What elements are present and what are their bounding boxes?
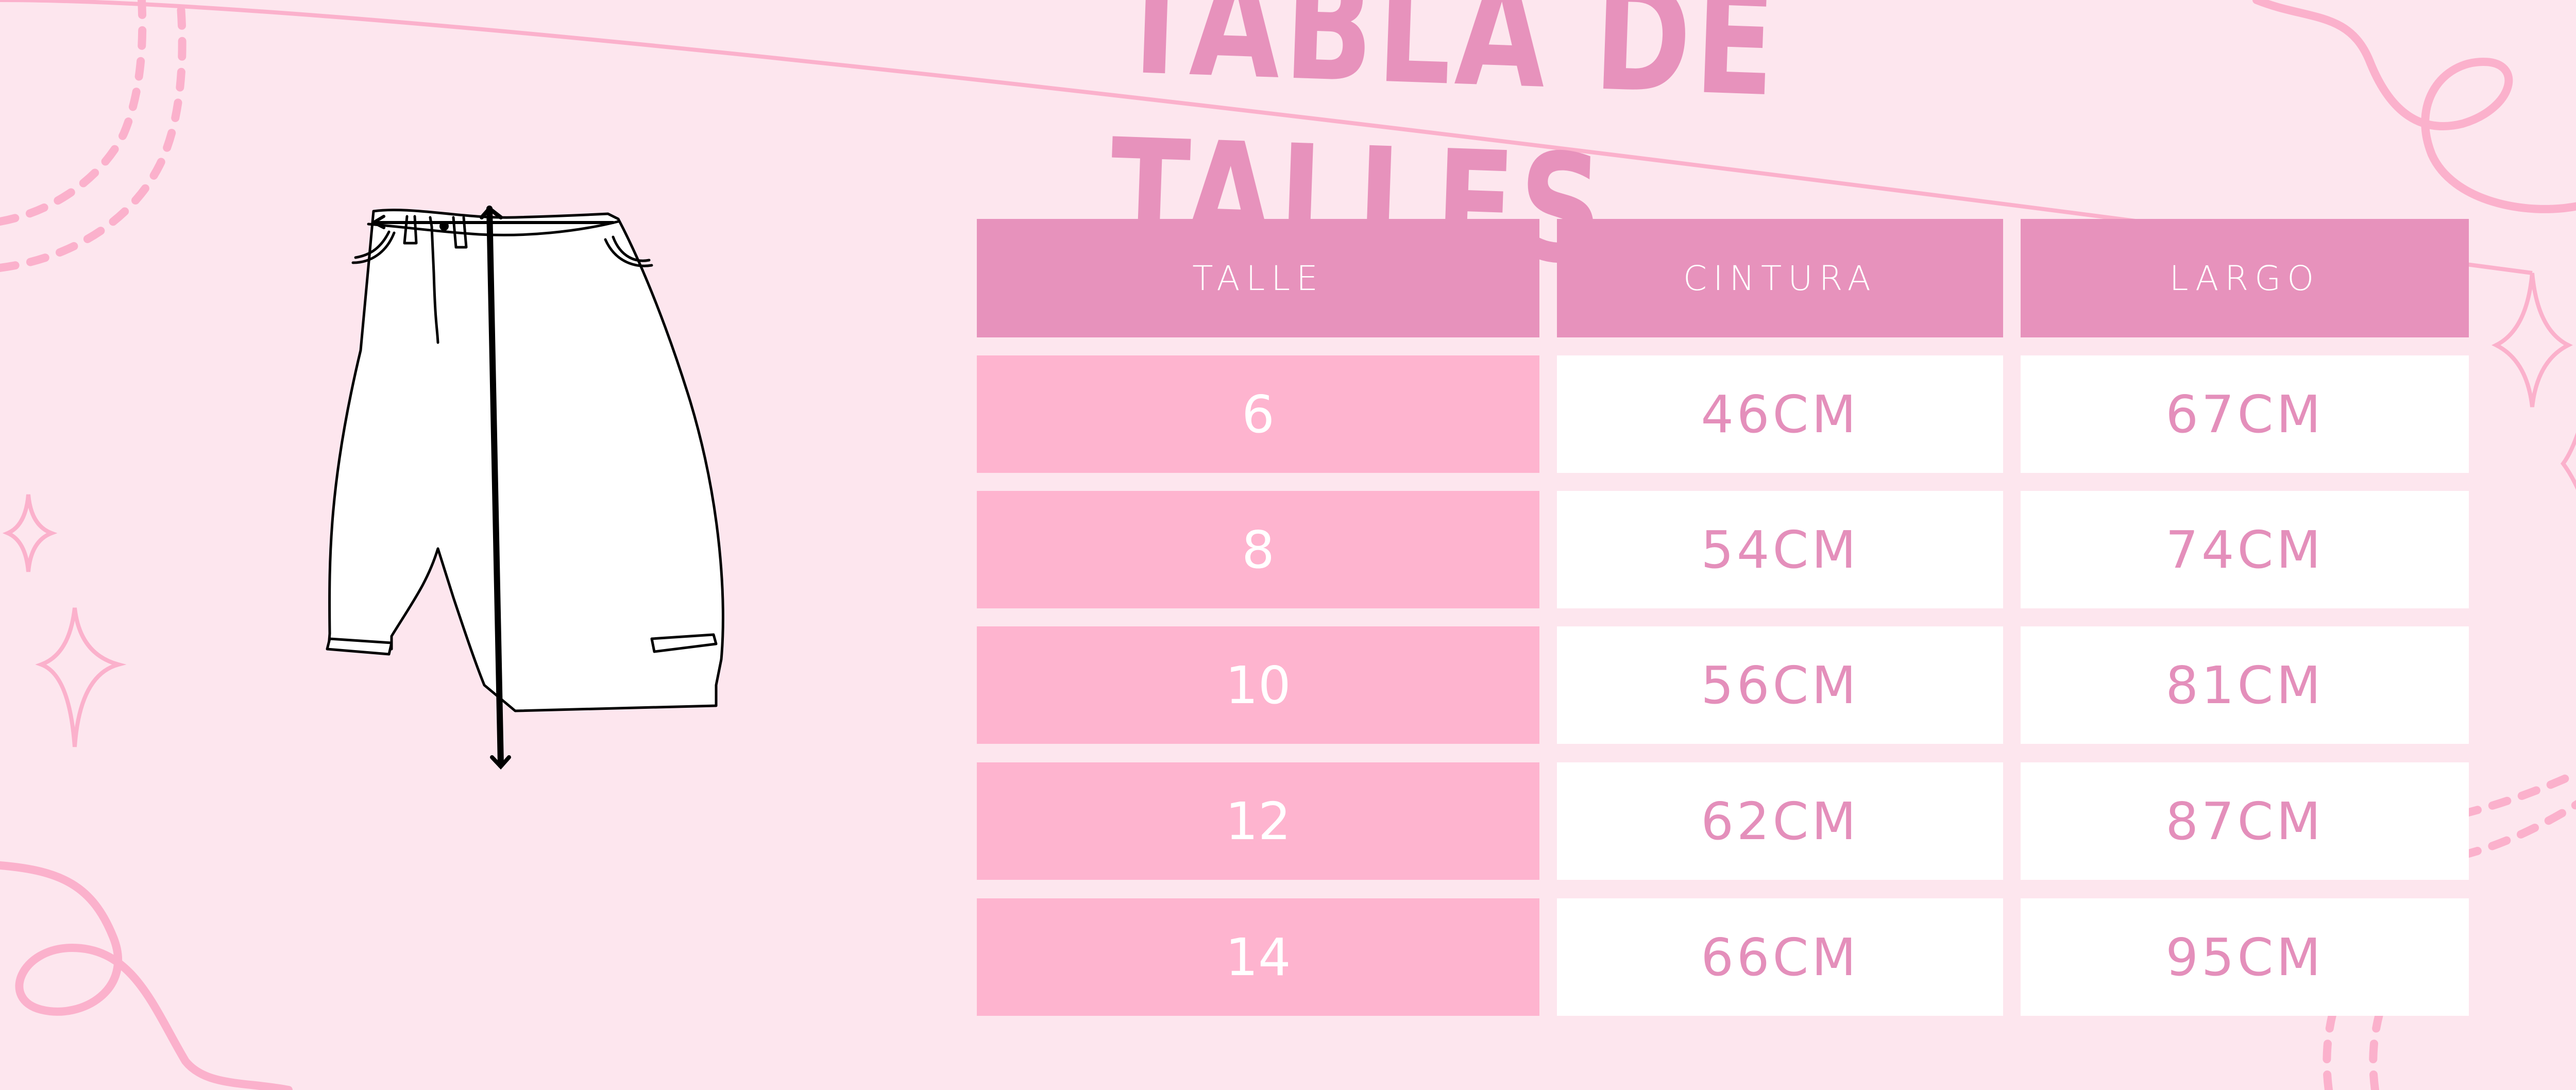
size-cell: 10	[977, 626, 1539, 744]
size-cell: 14	[977, 898, 1539, 1016]
swirl-decoration	[0, 861, 293, 1090]
page-title: TABLA DE TALLES	[1107, 0, 1782, 298]
waist-cell: 66CM	[1557, 898, 2003, 1016]
header-largo: LARGO	[2021, 219, 2469, 337]
waist-cell: 54CM	[1557, 491, 2003, 608]
dashed-arc-decoration	[0, 0, 147, 226]
sparkle-icon	[2, 494, 58, 572]
size-cell: 8	[977, 491, 1539, 608]
size-cell: 12	[977, 762, 1539, 880]
waist-cell: 56CM	[1557, 626, 2003, 744]
sparkle-icon	[0, 0, 2573, 407]
length-cell: 87CM	[2021, 762, 2469, 880]
length-cell: 81CM	[2021, 626, 2469, 744]
length-measure-arrow	[486, 206, 504, 768]
length-cell: 95CM	[2021, 898, 2469, 1016]
sparkle-icon	[2561, 432, 2576, 490]
size-cell: 6	[977, 355, 1539, 473]
dashed-arc-decoration	[2459, 800, 2576, 859]
dashed-arc-decoration	[0, 0, 187, 272]
length-cell: 74CM	[2021, 491, 2469, 608]
length-cell: 67CM	[2021, 355, 2469, 473]
sparkle-icon	[35, 607, 127, 747]
header-cintura: CINTURA	[1557, 219, 2003, 337]
waist-cell: 62CM	[1557, 762, 2003, 880]
pants-measurement-illustration	[326, 206, 724, 770]
header-talle: TALLE	[977, 219, 1539, 337]
swirl-decoration	[2252, 0, 2576, 213]
waist-cell: 46CM	[1557, 355, 2003, 473]
waist-measure-arrow	[372, 215, 615, 229]
dashed-arc-decoration	[2459, 769, 2576, 818]
